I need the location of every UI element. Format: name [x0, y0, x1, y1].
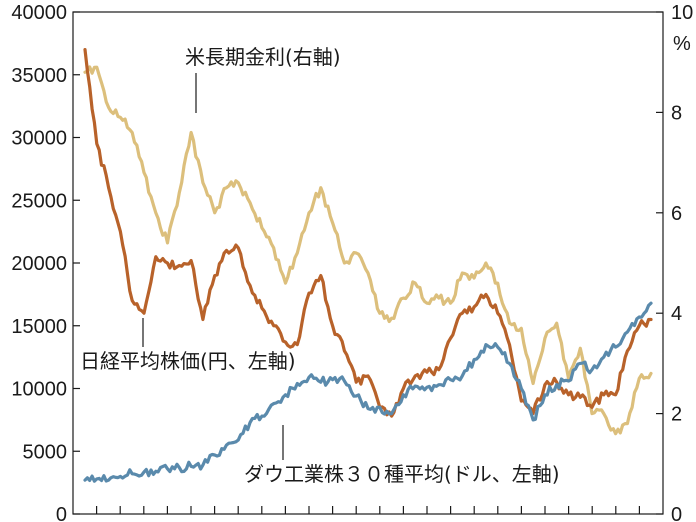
right-tick-label: 8 [671, 102, 682, 124]
series-lines [83, 48, 653, 483]
series-label-2: ダウ工業株３０種平均(ドル、左軸) [244, 462, 560, 486]
series-label-1: 日経平均株価(円、左軸) [80, 349, 296, 373]
axis-labels: 0 5000 10000 15000 20000 25000 30000 35000 40000… [11, 2, 693, 522]
left-tick-label: 10000 [11, 379, 67, 401]
series-line-0 [83, 65, 653, 436]
right-tick-label: 6 [671, 203, 682, 225]
series-line-1 [83, 48, 653, 418]
left-tick-label: 5000 [23, 441, 68, 463]
right-axis-ticks [656, 11, 663, 515]
series-annotations: 米長期金利(右軸) 日経平均株価(円、左軸) ダウ工業株３０種平均(ドル、左軸) [80, 45, 560, 486]
x-axis-ticks [95, 506, 641, 514]
right-axis-unit: % [673, 33, 691, 55]
right-tick-label: 0 [671, 504, 682, 522]
left-tick-label: 15000 [11, 316, 67, 338]
left-tick-label: 35000 [11, 65, 67, 87]
left-tick-label: 30000 [11, 128, 67, 150]
right-tick-label: 2 [671, 404, 682, 426]
left-tick-label: 25000 [11, 190, 67, 212]
left-tick-label: 0 [56, 504, 67, 522]
left-tick-label: 40000 [11, 2, 67, 24]
left-tick-label: 20000 [11, 253, 67, 275]
right-tick-label: 10 [671, 2, 693, 24]
series-label-0: 米長期金利(右軸) [185, 45, 341, 69]
series-line-2 [83, 301, 653, 483]
plot-frame [72, 11, 664, 515]
left-axis-ticks [73, 11, 80, 515]
right-tick-label: 4 [671, 303, 682, 325]
